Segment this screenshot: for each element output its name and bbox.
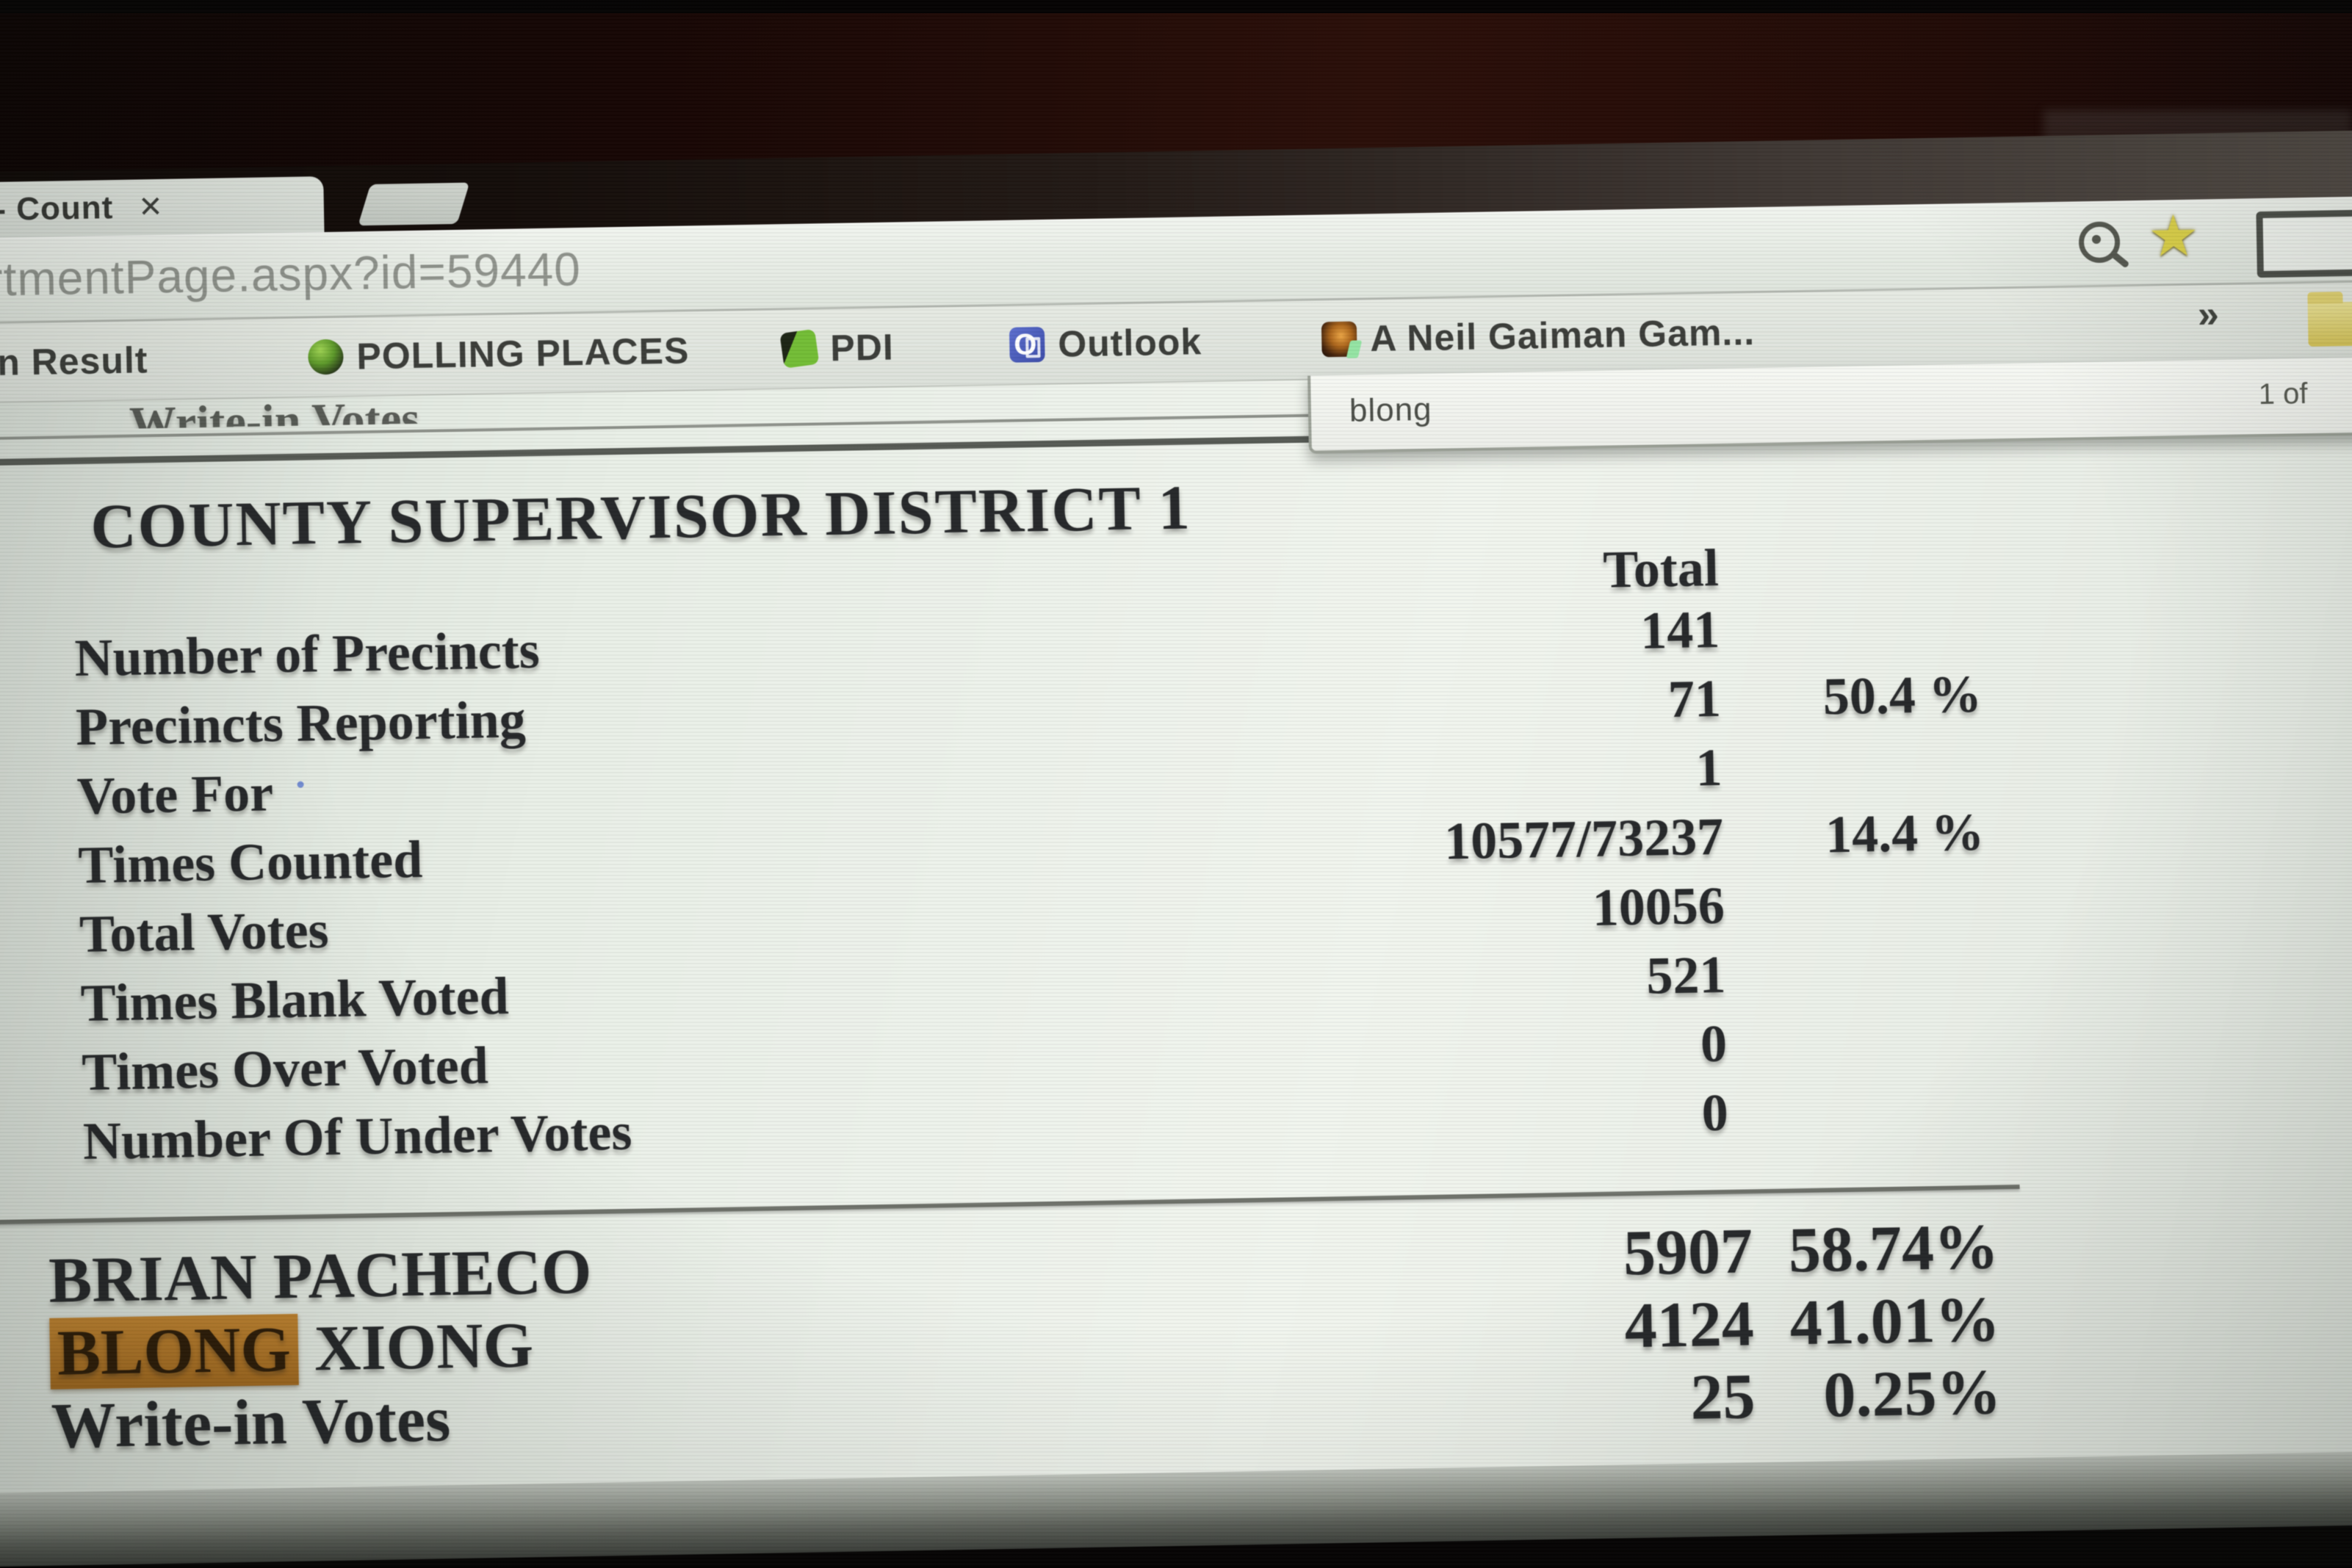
browser-panel-icon[interactable] (2256, 209, 2352, 278)
tab-title: sno - Count (0, 189, 114, 228)
bookmark-election-result[interactable]: ection Result (0, 321, 148, 403)
bookmark-polling-places[interactable]: POLLING PLACES (308, 311, 690, 396)
projected-browser-window: sno - Count ✕ epartmentPage.aspx?id=5944… (0, 127, 2352, 1568)
bookmarks-folder-icon[interactable] (2307, 300, 2352, 347)
contest-title: COUNTY SUPERVISOR DISTRICT 1 (90, 472, 1192, 562)
find-highlight: BLONG (49, 1313, 299, 1390)
candidate-pct: 58.74% (1788, 1211, 1999, 1287)
zoom-icon[interactable] (2078, 221, 2121, 264)
candidate-pct: 0.25% (1822, 1356, 2002, 1431)
candidate-name: BRIAN PACHECO (48, 1235, 593, 1317)
address-bar[interactable]: epartmentPage.aspx?id=59440 (0, 242, 582, 308)
find-input[interactable]: blong (1349, 391, 1433, 429)
find-match-count: 1 of (2258, 377, 2308, 411)
butterfly-icon (1321, 321, 1357, 358)
bookmark-neil-gaiman[interactable]: A Neil Gaiman Gam... (1321, 293, 1756, 378)
divider-thick (0, 436, 1309, 467)
bookmark-label: ection Result (0, 339, 148, 385)
outlook-icon: O (1009, 326, 1045, 363)
pdi-icon (779, 328, 820, 369)
summary-stats: Number of Precincts 141 Precincts Report… (0, 582, 2352, 1180)
bookmark-star-icon[interactable]: ★ (2147, 203, 2200, 269)
blue-speck-artifact (297, 781, 304, 788)
candidate-name: Write-in Votes (50, 1384, 452, 1462)
total-column-header: Total (1602, 538, 1720, 599)
bookmark-label: PDI (829, 326, 895, 369)
bookmark-label: A Neil Gaiman Gam... (1369, 311, 1756, 360)
tab-close-icon[interactable]: ✕ (137, 190, 164, 224)
bookmarks-overflow-icon[interactable]: » (2197, 293, 2220, 336)
bookmark-label: Outlook (1057, 321, 1202, 365)
bookmark-outlook[interactable]: O Outlook (1009, 303, 1202, 384)
bookmark-label: POLLING PLACES (356, 330, 690, 377)
browser-tab[interactable]: sno - Count ✕ (0, 176, 325, 239)
bookmark-pdi[interactable]: PDI (779, 308, 895, 389)
candidate-name: XIONG (297, 1309, 534, 1385)
candidate-pct: 41.01% (1789, 1284, 2001, 1359)
new-tab-button[interactable] (358, 182, 470, 226)
green-globe-icon (308, 339, 344, 375)
candidate-results: BRIAN PACHECO 5907 58.74% BLONG XIONG 41… (0, 1201, 2352, 1464)
results-page: Write-in Votes blong 1 of COUNTY SUPERVI… (0, 356, 2352, 1495)
